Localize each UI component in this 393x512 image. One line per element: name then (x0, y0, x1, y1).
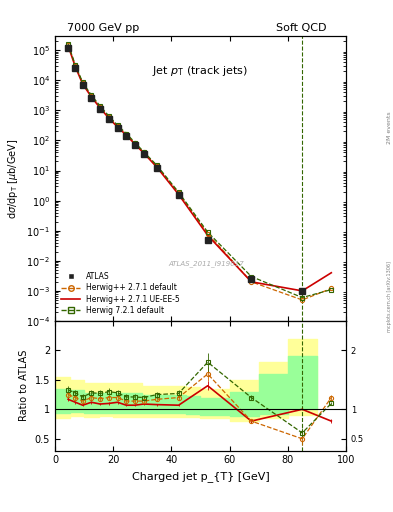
Legend: ATLAS, Herwig++ 2.7.1 default, Herwig++ 2.7.1 UE-EE-5, Herwig 7.2.1 default: ATLAS, Herwig++ 2.7.1 default, Herwig++ … (59, 270, 182, 317)
Text: 7000 GeV pp: 7000 GeV pp (67, 23, 139, 33)
Text: mcplots.cern.ch [arXiv:1306]: mcplots.cern.ch [arXiv:1306] (387, 262, 392, 332)
Text: 2M events: 2M events (387, 112, 392, 144)
Text: Soft QCD: Soft QCD (276, 23, 326, 33)
Y-axis label: Ratio to ATLAS: Ratio to ATLAS (19, 350, 29, 421)
Text: Jet $p_{\rm T}$ (track jets): Jet $p_{\rm T}$ (track jets) (152, 65, 248, 78)
Y-axis label: d$\sigma$/dp$_{\rm T}$ [$\mu$b/GeV]: d$\sigma$/dp$_{\rm T}$ [$\mu$b/GeV] (6, 138, 20, 219)
X-axis label: Charged jet p_{T} [GeV]: Charged jet p_{T} [GeV] (132, 471, 269, 482)
Text: ATLAS_2011_I919017: ATLAS_2011_I919017 (168, 261, 244, 267)
